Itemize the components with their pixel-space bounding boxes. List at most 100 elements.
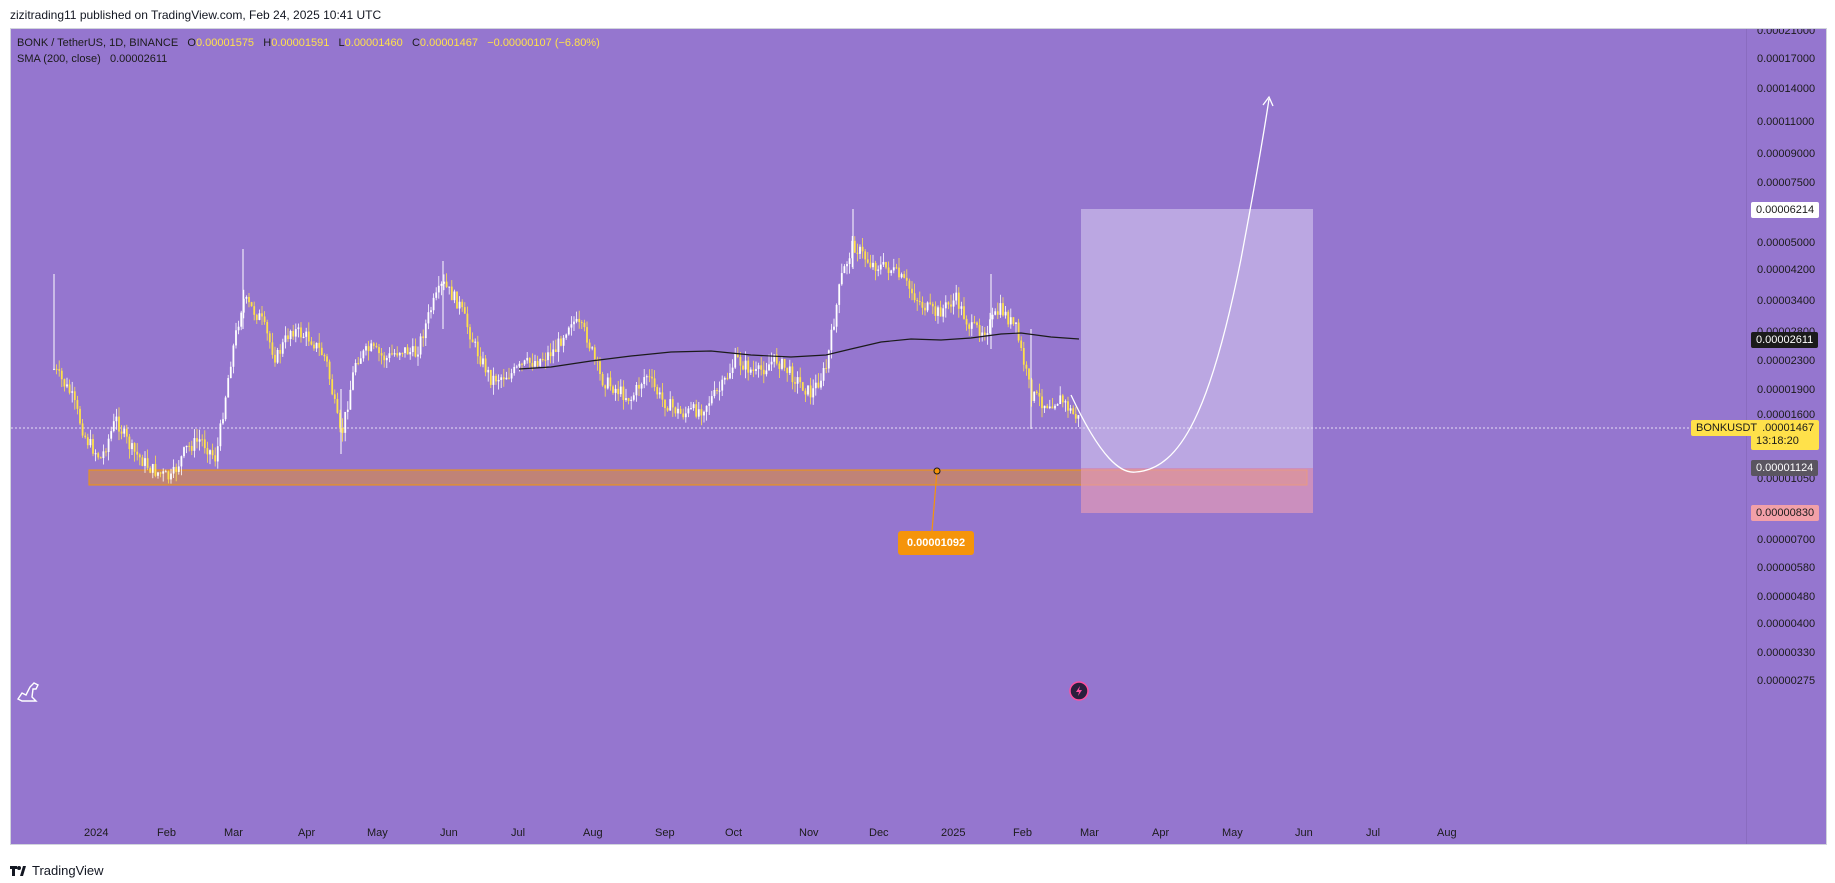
candle-body <box>562 337 565 346</box>
candle-body <box>968 324 971 329</box>
candle-body <box>786 367 789 373</box>
candle-body <box>515 366 518 368</box>
candle-body <box>586 327 588 343</box>
time-tick-label: Aug <box>1437 827 1457 839</box>
candle-body <box>151 464 154 473</box>
sma-row[interactable]: SMA (200, close) 0.00002611 <box>17 51 600 67</box>
candle-body <box>856 252 859 254</box>
candle-body <box>552 349 555 357</box>
time-tick-label: Feb <box>157 827 176 839</box>
candle-body <box>302 336 305 338</box>
target-price-badge: 0.00006214 <box>1751 202 1820 218</box>
candle-body <box>752 369 755 372</box>
candle-body <box>424 323 427 339</box>
candle-body <box>539 359 542 366</box>
candle-body <box>739 356 742 366</box>
candle-body <box>201 439 204 441</box>
brand-text[interactable]: TradingView <box>32 863 104 878</box>
time-tick-label: Aug <box>583 827 603 839</box>
stop-zone[interactable] <box>1081 468 1313 513</box>
candle-body <box>1051 406 1054 409</box>
candle-body <box>1028 368 1030 380</box>
price-chart[interactable] <box>11 29 1746 845</box>
candle-body <box>848 258 851 265</box>
time-tick-label: Apr <box>1152 827 1170 839</box>
candle-body <box>835 304 838 327</box>
candle-body <box>502 377 505 380</box>
candle-body <box>1046 405 1049 409</box>
candle-body <box>391 353 393 355</box>
candle-body <box>336 398 339 413</box>
sma-200-line <box>518 332 1080 370</box>
candle-body <box>807 385 809 395</box>
countdown-text: 13:18:20 <box>1756 435 1799 447</box>
time-tick-label: Jun <box>440 827 458 839</box>
candle-body <box>110 431 113 439</box>
plot-area[interactable]: BONK / TetherUS, 1D, BINANCE O0.00001575… <box>11 29 1746 845</box>
candle-body <box>144 458 146 466</box>
candle-body <box>92 438 94 454</box>
events-lightning-icon[interactable] <box>1069 681 1089 701</box>
candle-body <box>214 455 217 462</box>
price-axis[interactable]: 0.00021000 0.00017000 0.00014000 0.00011000… <box>1746 29 1826 844</box>
candle-body <box>328 361 331 380</box>
candle-body <box>770 361 773 365</box>
candle-body <box>570 324 573 328</box>
callout-anchor[interactable] <box>933 467 941 475</box>
price-tick-label: 0.00004200 <box>1757 264 1816 276</box>
candle-body <box>456 291 458 309</box>
candle-body <box>333 394 336 399</box>
price-tick-label: 0.00003400 <box>1757 295 1816 307</box>
candle-body <box>341 427 344 433</box>
change-value: −0.00000107 (−6.80%) <box>487 37 600 49</box>
candle-body <box>463 307 466 314</box>
candle-body <box>107 438 110 453</box>
chart-frame[interactable]: BONK / TetherUS, 1D, BINANCE O0.00001575… <box>10 28 1827 845</box>
candle-body <box>445 281 448 288</box>
candle-body <box>874 262 877 271</box>
candle-body <box>677 408 679 414</box>
support-callout[interactable]: 0.00001092 <box>898 531 975 555</box>
candle-body <box>684 413 687 418</box>
candle-body <box>703 411 705 416</box>
candle-body <box>799 377 802 383</box>
chart-legend: BONK / TetherUS, 1D, BINANCE O0.00001575… <box>17 35 600 67</box>
candle-body <box>370 343 373 352</box>
candle-body <box>354 362 357 373</box>
candle-body <box>775 354 778 364</box>
target-price-text: 0.00006214 <box>1756 204 1815 216</box>
candle-body <box>1038 392 1041 397</box>
candle-body <box>170 473 172 480</box>
price-tick-label: 0.00011000 <box>1757 116 1815 128</box>
target-zone[interactable] <box>1081 209 1313 468</box>
candle-body <box>755 368 757 372</box>
time-axis[interactable]: 2024 Feb Mar Apr May Jun Jul Aug Sep Oct Nov Dec 202… <box>11 823 1746 844</box>
candle-body <box>474 341 477 343</box>
candle-body <box>679 408 682 414</box>
candle-body <box>206 448 209 455</box>
candle-body <box>955 292 958 301</box>
candle-body <box>617 388 620 395</box>
candle-body <box>960 306 963 309</box>
candle-body <box>1035 391 1038 393</box>
candle-body <box>240 312 243 327</box>
candle-body <box>505 377 508 380</box>
candle-body <box>757 365 760 369</box>
candle-body <box>352 372 354 390</box>
candle-body <box>315 342 318 349</box>
time-tick-label: Jul <box>1366 827 1381 839</box>
candle-body <box>357 362 360 364</box>
candle-body <box>271 342 274 355</box>
candle-body <box>1002 303 1004 316</box>
candle-body <box>97 453 100 458</box>
candle-body <box>471 339 474 343</box>
candle-body <box>716 390 718 392</box>
projection-curve[interactable] <box>1070 98 1270 473</box>
candle-body <box>242 298 245 313</box>
symbol-text[interactable]: BONK / TetherUS, 1D, BINANCE <box>17 37 179 49</box>
candle-body <box>175 466 178 472</box>
candle-body <box>430 310 432 313</box>
price-tick-label: 0.00017000 <box>1757 53 1816 65</box>
candle-body <box>378 347 380 354</box>
candle-body <box>73 391 76 401</box>
